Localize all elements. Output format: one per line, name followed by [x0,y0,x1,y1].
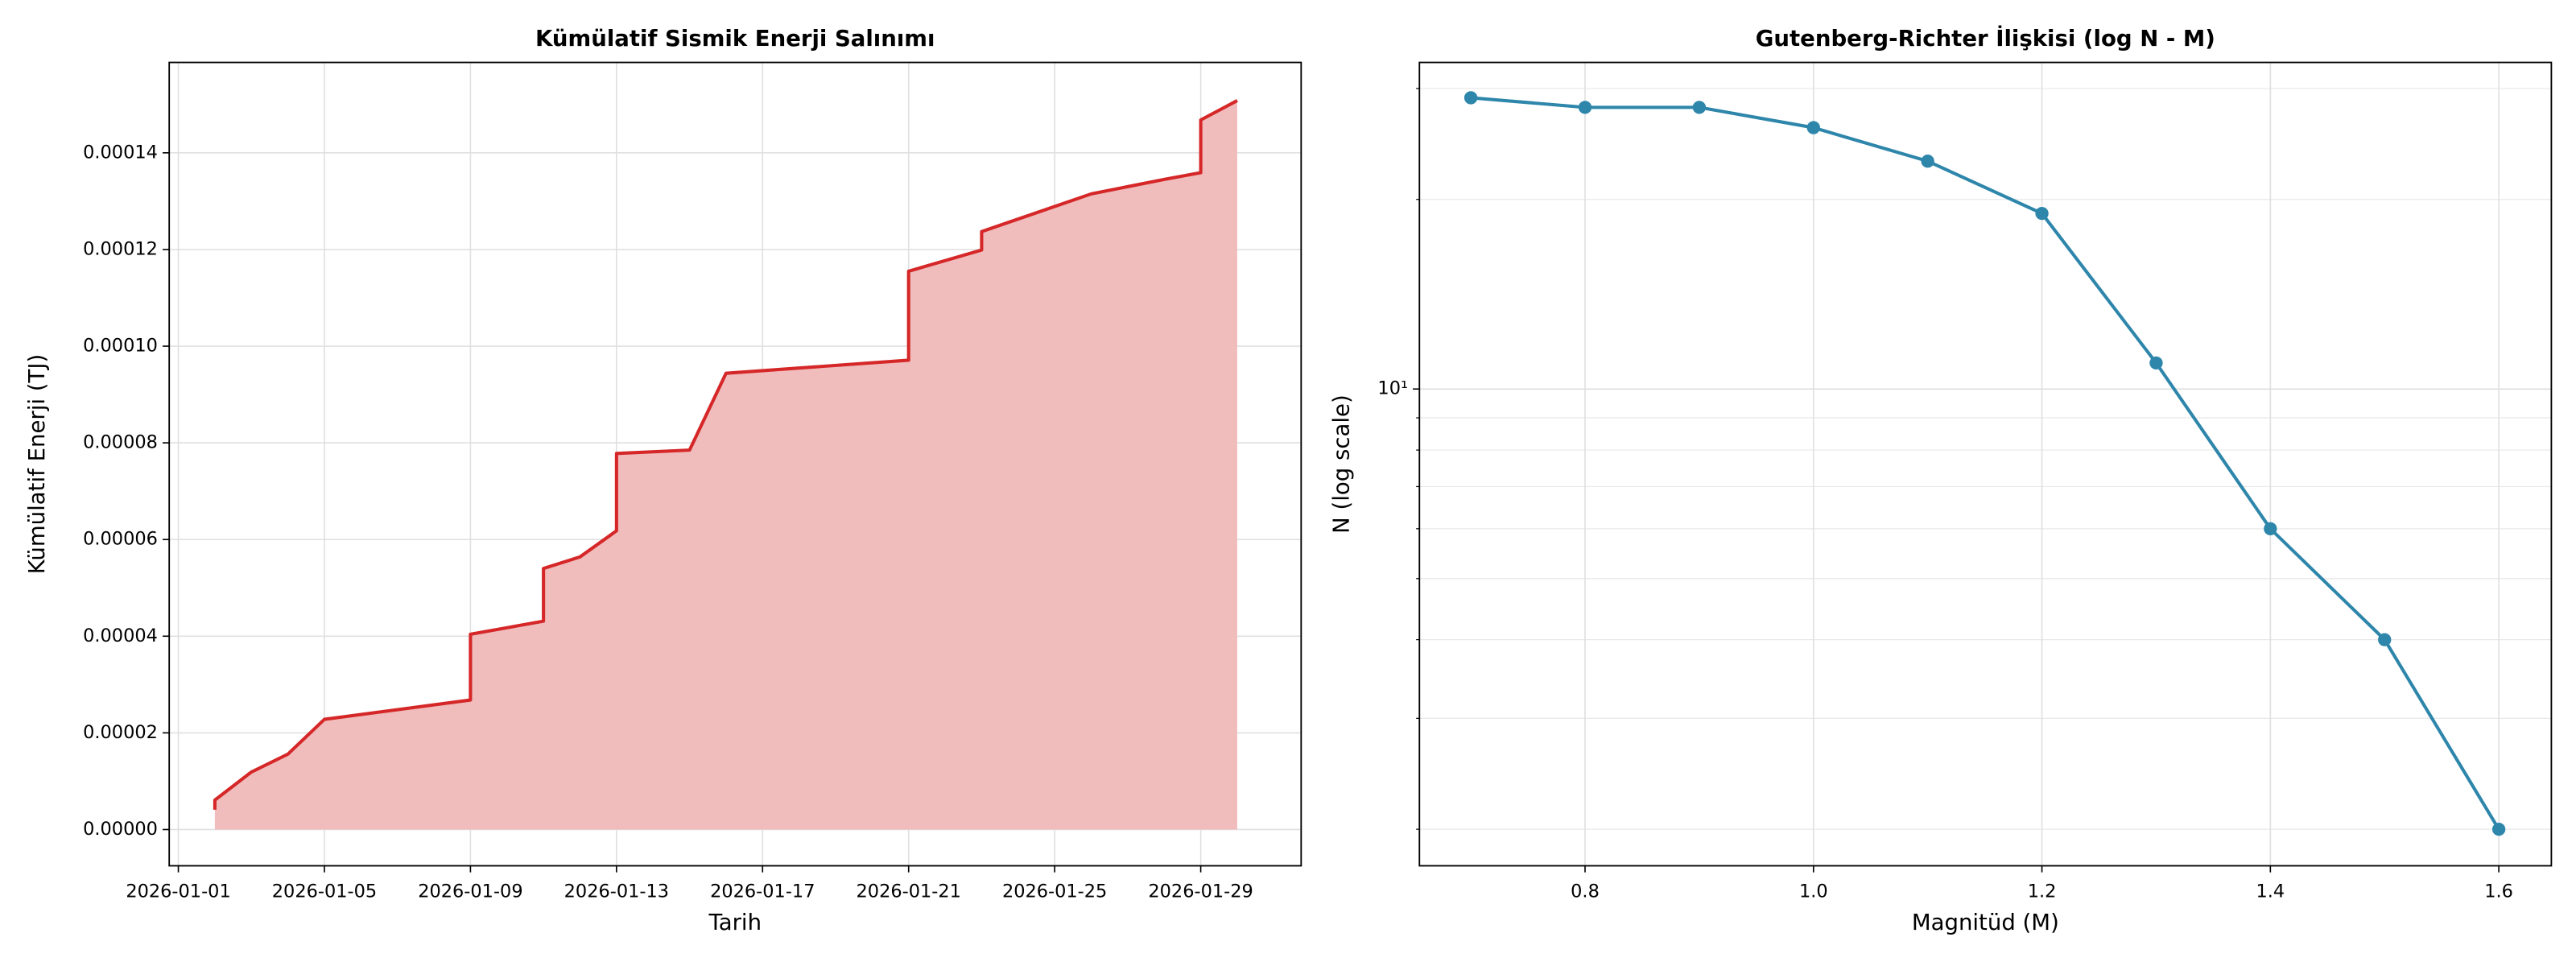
y-tick-label: 0.00008 [83,432,158,453]
x-tick-label: 1.2 [2028,881,2057,902]
y-tick-label: 10¹ [1377,378,1408,399]
axes-frame [1418,61,2553,867]
x-tick-label: 2026-01-13 [564,881,669,902]
y-axis-label: N (log scale) [1328,394,1354,534]
point [1806,121,1820,134]
point [1578,101,1592,114]
point [2264,522,2277,535]
point [2035,206,2049,221]
x-tick-label: 2026-01-25 [1002,881,1107,902]
y-tick-label: 0.00012 [83,238,158,259]
y-tick-label: 0.00010 [83,336,158,357]
line [213,99,1238,810]
x-tick-label: 1.4 [2256,881,2285,902]
x-tick-label: 2026-01-05 [272,881,377,902]
y-tick-label: 0.00000 [83,819,158,840]
x-tick-label: 0.8 [1571,881,1600,902]
y-axis-label: Kümülatif Enerji (TJ) [24,354,50,575]
point [1921,155,1934,168]
x-tick-label: 2026-01-01 [126,881,230,902]
y-tick-label: 0.00014 [83,142,158,163]
chart-title: Gutenberg-Richter İlişkisi (log N - M) [1756,24,2215,52]
x-tick-label: 2026-01-21 [857,881,961,902]
x-tick-label: 1.6 [2484,881,2513,902]
x-axis-label: Tarih [708,910,762,935]
x-axis-label: Magnitüd (M) [1912,910,2059,935]
point [2149,356,2163,370]
point [2491,822,2506,836]
chart-title: Kümülatif Sismik Enerji Salınımı [535,26,935,52]
x-tick-label: 2026-01-09 [418,881,522,902]
y-tick-label: 0.00004 [83,625,158,646]
line [1470,96,2500,831]
point [1692,101,1707,114]
y-tick-label: 0.00006 [83,529,158,550]
x-tick-label: 1.0 [1799,881,1828,902]
point [1463,91,1478,105]
point [2378,633,2392,646]
axes-frame [168,61,1302,867]
area [214,100,1237,830]
x-tick-label: 2026-01-17 [710,881,815,902]
y-tick-label: 0.00002 [83,722,158,743]
x-tick-label: 2026-01-29 [1148,881,1253,902]
